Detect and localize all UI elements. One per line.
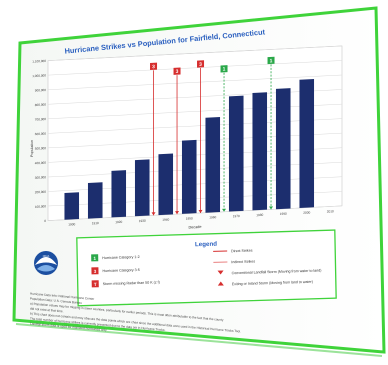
legend-badge-label: 3	[94, 269, 97, 274]
legend-symbol	[217, 281, 224, 286]
x-tick-label: 1990	[280, 212, 287, 216]
bar-1980	[252, 92, 268, 211]
landfall-marker	[175, 211, 180, 215]
gridline	[48, 45, 342, 61]
landfall-marker	[151, 212, 156, 216]
gridline	[48, 89, 342, 105]
x-tick-label: 1950	[186, 216, 193, 220]
y-tick-label: 500,000	[35, 146, 46, 151]
bar-1960	[205, 117, 221, 213]
x-tick-label: 1910	[92, 221, 99, 225]
strike-badge-label: 3	[176, 69, 179, 75]
footnote-line: Hurricane Data Info: National Hurricane …	[30, 292, 94, 301]
bar-1990	[275, 88, 291, 210]
y-tick-label: 0	[44, 219, 46, 223]
legend-title: Legend	[195, 241, 217, 249]
legend-badge	[91, 267, 99, 275]
x-tick-label: 1900	[68, 222, 75, 226]
footnote-line: Landfall storm data is used for mainland…	[30, 322, 107, 333]
y-tick-label: 400,000	[35, 161, 46, 166]
strike-badge-label: 1	[223, 67, 226, 73]
landfall-marker	[222, 208, 227, 212]
bar-1940	[158, 153, 174, 216]
gridline	[48, 103, 342, 120]
gridline	[48, 60, 342, 76]
y-tick-label: 200,000	[35, 190, 46, 195]
y-tick-label: 100,000	[35, 204, 46, 209]
gridline	[48, 74, 342, 90]
strike-badge-1960	[220, 65, 228, 73]
bar-1920	[111, 170, 127, 218]
x-tick-label: 1960	[209, 215, 216, 219]
x-tick-label: 2000	[303, 210, 310, 214]
bar-1930	[134, 159, 150, 217]
strike-badge-label: 3	[199, 62, 202, 68]
strike-badge-label: 3	[152, 64, 155, 70]
x-tick-label: 1970	[233, 214, 240, 218]
y-tick-label: 700,000	[35, 117, 46, 122]
strike-badge-label: 1	[270, 58, 273, 64]
bar-2000	[299, 79, 315, 209]
landfall-marker	[198, 209, 203, 213]
landfall-marker	[269, 206, 274, 210]
bar-1900	[64, 192, 80, 220]
legend-item-label: Indirect Strikes	[231, 260, 255, 265]
y-tick-label: 300,000	[35, 175, 46, 180]
legend-symbol	[217, 270, 224, 275]
y-tick-label: 1,000,000	[32, 73, 46, 78]
legend-item-label: Hurricane Category 1-2	[102, 255, 139, 260]
legend-item-label: Hurricane Category 3-5	[102, 268, 139, 273]
y-tick-label: 800,000	[35, 103, 46, 108]
x-axis-label: Decade	[188, 225, 201, 230]
gridline	[48, 118, 342, 134]
bar-1950	[181, 139, 197, 214]
x-tick-label: 2010	[327, 209, 334, 213]
legend-badge	[91, 254, 99, 262]
x-tick-label: 1980	[256, 213, 263, 217]
y-tick-label: 600,000	[35, 132, 46, 137]
noaa-logo-text: NOAA	[43, 255, 50, 258]
bar-1970	[228, 95, 244, 212]
strike-badge-1950	[197, 60, 205, 68]
y-tick-label: 1,100,000	[32, 59, 46, 64]
footnote-line: Population Data: U.S. Census Bureau	[30, 297, 82, 305]
legend-box	[76, 229, 337, 307]
strike-badge-1940	[173, 67, 181, 75]
legend-badge-label: T	[94, 282, 97, 287]
legend-item-label: Storm missing Radar than 50 K (z f)	[103, 280, 160, 286]
legend-badge-label: 1	[93, 256, 96, 261]
legend-item-label: Direct Strikes	[231, 249, 253, 254]
x-tick-label: 1940	[162, 218, 169, 222]
footnote-line: did not exist at that time.	[30, 307, 64, 314]
legend-item-label: Conventional Landfall Storm (Moving from…	[232, 269, 322, 276]
bar-1910	[87, 182, 103, 219]
legend-item-label: Exiting or Inland Storm (Moving from lan…	[232, 280, 313, 286]
noaa-logo: NOAA	[34, 251, 58, 275]
y-tick-label: 900,000	[35, 88, 46, 93]
y-axis-label: Population	[30, 140, 34, 157]
legend-badge	[91, 280, 99, 288]
paper-shadow	[15, 323, 383, 357]
strike-badge-1930	[150, 62, 158, 70]
x-tick-label: 1930	[139, 219, 146, 223]
strike-badge-1980	[267, 56, 275, 65]
x-tick-label: 1920	[115, 220, 122, 224]
